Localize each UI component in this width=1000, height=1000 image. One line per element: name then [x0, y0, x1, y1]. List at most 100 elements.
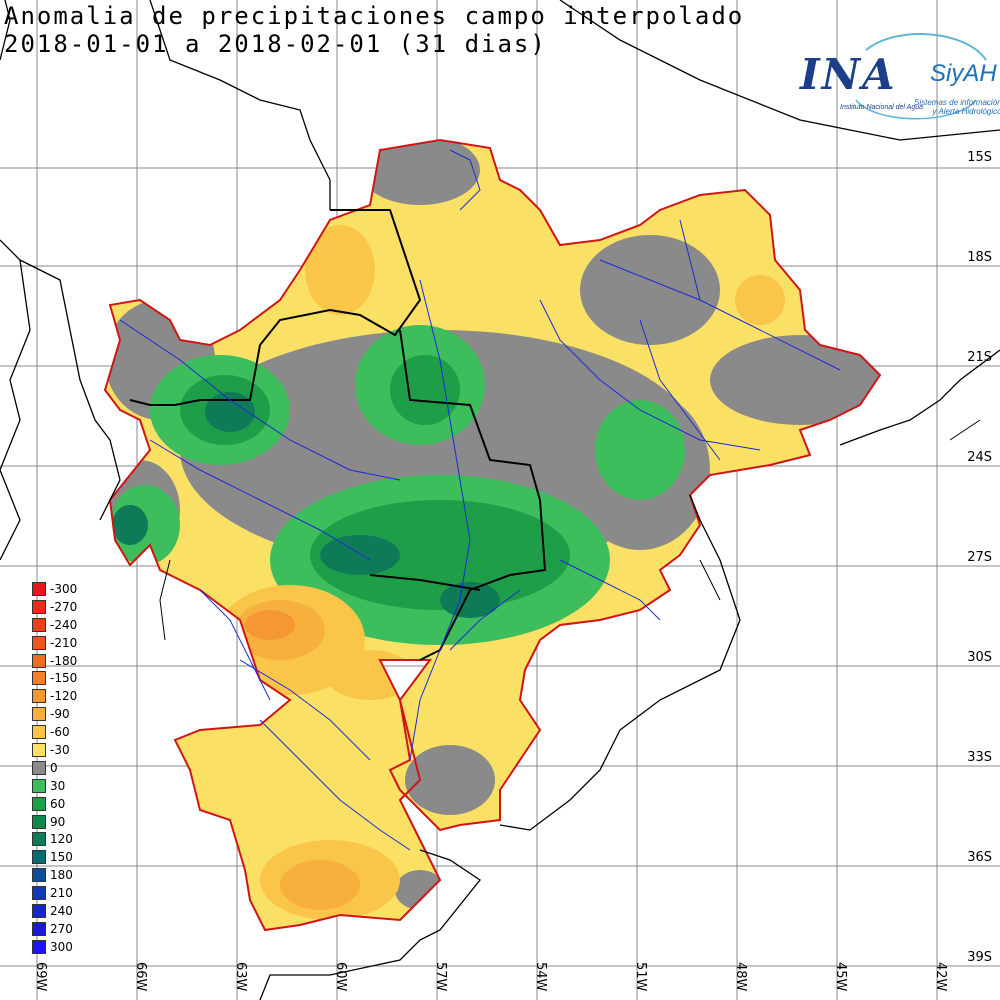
legend-label: -270	[50, 599, 78, 614]
logo-swoosh-icon	[855, 33, 987, 120]
legend-swatch	[32, 832, 46, 847]
legend-label: 120	[50, 832, 73, 847]
legend-swatch	[32, 635, 46, 650]
map-title-line1: Anomalia de precipitaciones campo interp…	[4, 2, 745, 30]
legend-item: -270	[32, 598, 77, 616]
latitude-label: 36S	[967, 850, 992, 865]
latitude-label: 24S	[967, 450, 992, 465]
logo-system-line1: Sistemas de información	[914, 98, 1000, 107]
logo-system-line2: y Alerta Hidrológico	[932, 107, 1000, 116]
legend-swatch	[32, 707, 46, 722]
longitude-label: 42W	[933, 962, 948, 992]
longitude-label: 66W	[133, 962, 148, 992]
legend-label: -240	[50, 617, 78, 632]
legend-swatch	[32, 850, 46, 865]
legend-swatch	[32, 617, 46, 632]
logo-system-text: Sistemas de información y Alerta Hidroló…	[914, 98, 1000, 116]
longitude-label: 48W	[733, 962, 748, 992]
legend-item: -30	[32, 741, 77, 759]
legend-swatch	[32, 886, 46, 901]
legend-item: -180	[32, 652, 77, 670]
coastline-fragment	[159, 419, 981, 641]
legend-label: 180	[50, 868, 73, 883]
legend-swatch	[32, 868, 46, 883]
legend-item: -60	[32, 723, 77, 741]
latitude-label: 15S	[967, 150, 992, 165]
legend-label: -180	[50, 653, 78, 668]
longitude-label: 45W	[833, 962, 848, 992]
legend-swatch	[32, 671, 46, 686]
legend-item: 90	[32, 813, 77, 831]
legend-label: -150	[50, 671, 78, 686]
latitude-label: 33S	[967, 750, 992, 765]
longitude-label: 60W	[333, 962, 348, 992]
logo-siyah-text: SiyAH	[930, 60, 997, 87]
legend-item: 120	[32, 830, 77, 848]
legend-swatch	[32, 921, 46, 936]
legend-label: 270	[50, 921, 73, 936]
legend-item: -120	[32, 687, 77, 705]
legend-label: 0	[50, 760, 58, 775]
legend-swatch	[32, 581, 46, 596]
longitude-label: 63W	[233, 962, 248, 992]
legend-label: 90	[50, 814, 66, 829]
legend-swatch	[32, 599, 46, 614]
legend-item: -150	[32, 669, 77, 687]
legend-swatch	[32, 653, 46, 668]
legend-item: 30	[32, 777, 77, 795]
legend-swatch	[32, 939, 46, 954]
legend-item: -90	[32, 705, 77, 723]
legend: -300 -270 -240 -210 -180 -150 -120 -90 -60 -30 0 30…	[32, 580, 77, 956]
legend-label: 240	[50, 903, 73, 918]
legend-label: -90	[50, 707, 70, 722]
legend-item: 60	[32, 795, 77, 813]
legend-swatch	[32, 760, 46, 775]
legend-item: -210	[32, 634, 77, 652]
latitude-label: 18S	[967, 250, 992, 265]
legend-swatch	[32, 689, 46, 704]
legend-item: 150	[32, 848, 77, 866]
latitude-label: 27S	[967, 550, 992, 565]
latitude-label: 30S	[967, 650, 992, 665]
legend-item: 240	[32, 902, 77, 920]
legend-label: -300	[50, 581, 78, 596]
ina-siyah-logo: INA SiyAH Instituto Nacional del Agua Si…	[796, 30, 1000, 130]
legend-label: -210	[50, 635, 78, 650]
logo-ina-text: INA	[800, 50, 897, 99]
legend-swatch	[32, 796, 46, 811]
legend-item: 180	[32, 866, 77, 884]
basin-outline	[103, 138, 882, 932]
legend-swatch	[32, 778, 46, 793]
map-title-line2: 2018-01-01 a 2018-02-01 (31 dias)	[4, 30, 547, 58]
legend-label: 150	[50, 850, 73, 865]
legend-label: -120	[50, 689, 78, 704]
legend-item: 300	[32, 938, 77, 956]
legend-label: 30	[50, 778, 66, 793]
legend-item: -300	[32, 580, 77, 598]
legend-swatch	[32, 903, 46, 918]
legend-item: -240	[32, 616, 77, 634]
rivers	[119, 149, 841, 851]
legend-item: 210	[32, 884, 77, 902]
longitude-label: 51W	[633, 962, 648, 992]
legend-label: -30	[50, 742, 70, 757]
latitude-label: 39S	[967, 950, 992, 965]
legend-label: 210	[50, 886, 73, 901]
legend-item: 0	[32, 759, 77, 777]
legend-swatch	[32, 742, 46, 757]
legend-label: 300	[50, 939, 73, 954]
internal-borders	[129, 209, 547, 661]
longitude-label: 54W	[533, 962, 548, 992]
legend-label: -60	[50, 725, 70, 740]
legend-swatch	[32, 725, 46, 740]
longitude-label: 69W	[33, 962, 48, 992]
logo-institute-text: Instituto Nacional del Agua	[840, 104, 924, 111]
legend-item: 270	[32, 920, 77, 938]
legend-label: 60	[50, 796, 66, 811]
longitude-label: 57W	[433, 962, 448, 992]
legend-swatch	[32, 814, 46, 829]
latitude-label: 21S	[967, 350, 992, 365]
